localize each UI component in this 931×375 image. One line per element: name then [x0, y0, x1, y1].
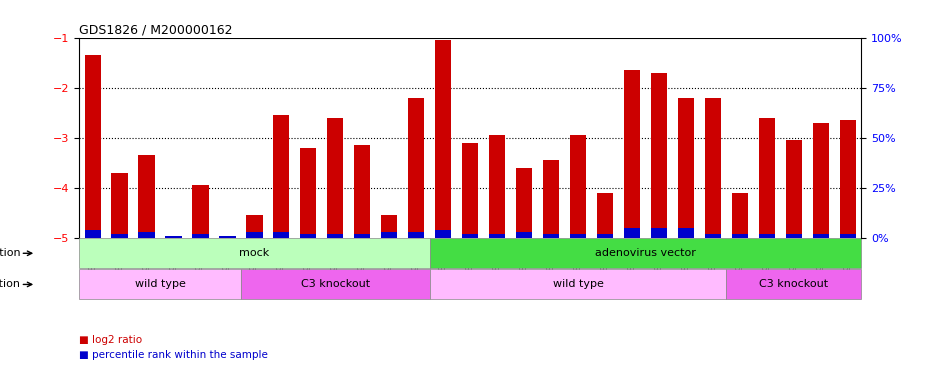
Bar [570, 234, 587, 238]
Bar [516, 168, 533, 238]
Text: adenovirus vector: adenovirus vector [595, 248, 695, 258]
Bar [624, 70, 640, 238]
Bar [462, 234, 479, 238]
Bar [570, 135, 587, 238]
Bar [678, 98, 694, 238]
Text: genotype/variation: genotype/variation [0, 279, 20, 290]
Bar [516, 232, 533, 238]
Bar [840, 120, 856, 238]
Bar [408, 232, 425, 238]
Bar [139, 232, 155, 238]
Bar [430, 270, 726, 299]
Bar [139, 155, 155, 238]
Bar [85, 55, 101, 238]
Text: ■ percentile rank within the sample: ■ percentile rank within the sample [79, 350, 268, 360]
Bar [85, 230, 101, 238]
Text: wild type: wild type [135, 279, 185, 290]
Text: C3 knockout: C3 knockout [301, 279, 370, 290]
Bar [435, 230, 452, 238]
Bar [543, 234, 560, 238]
Bar [79, 238, 430, 268]
Bar [786, 234, 802, 238]
Bar [813, 234, 829, 238]
Bar [354, 145, 371, 238]
Bar [651, 228, 667, 238]
Bar [489, 234, 506, 238]
Bar [112, 234, 128, 238]
Bar [705, 98, 721, 238]
Bar [193, 185, 209, 238]
Bar [247, 215, 263, 238]
Text: ■ log2 ratio: ■ log2 ratio [79, 335, 142, 345]
Bar [274, 115, 290, 238]
Bar [408, 98, 425, 238]
Text: mock: mock [239, 248, 270, 258]
Bar [193, 234, 209, 238]
Bar [786, 140, 802, 238]
Bar [726, 270, 861, 299]
Bar [435, 40, 452, 238]
Bar [597, 193, 614, 238]
Bar [430, 238, 861, 268]
Bar [840, 234, 856, 238]
Bar [327, 234, 344, 238]
Bar [489, 135, 506, 238]
Bar [354, 234, 371, 238]
Text: C3 knockout: C3 knockout [759, 279, 829, 290]
Bar [381, 232, 398, 238]
Bar [732, 193, 748, 238]
Bar [241, 270, 430, 299]
Bar [813, 123, 829, 238]
Bar [759, 118, 775, 238]
Bar [462, 142, 479, 238]
Text: wild type: wild type [553, 279, 603, 290]
Bar [678, 228, 694, 238]
Bar [274, 232, 290, 238]
Bar [301, 234, 317, 238]
Bar [112, 172, 128, 238]
Bar [759, 234, 775, 238]
Bar [732, 234, 748, 238]
Bar [651, 72, 667, 238]
Bar [705, 234, 721, 238]
Bar [79, 270, 241, 299]
Bar [624, 228, 640, 238]
Bar [166, 236, 182, 238]
Bar [543, 160, 560, 238]
Bar [220, 236, 236, 238]
Text: infection: infection [0, 248, 20, 258]
Text: GDS1826 / M200000162: GDS1826 / M200000162 [79, 23, 233, 36]
Bar [597, 234, 614, 238]
Bar [247, 232, 263, 238]
Bar [327, 118, 344, 238]
Bar [381, 215, 398, 238]
Bar [301, 148, 317, 238]
